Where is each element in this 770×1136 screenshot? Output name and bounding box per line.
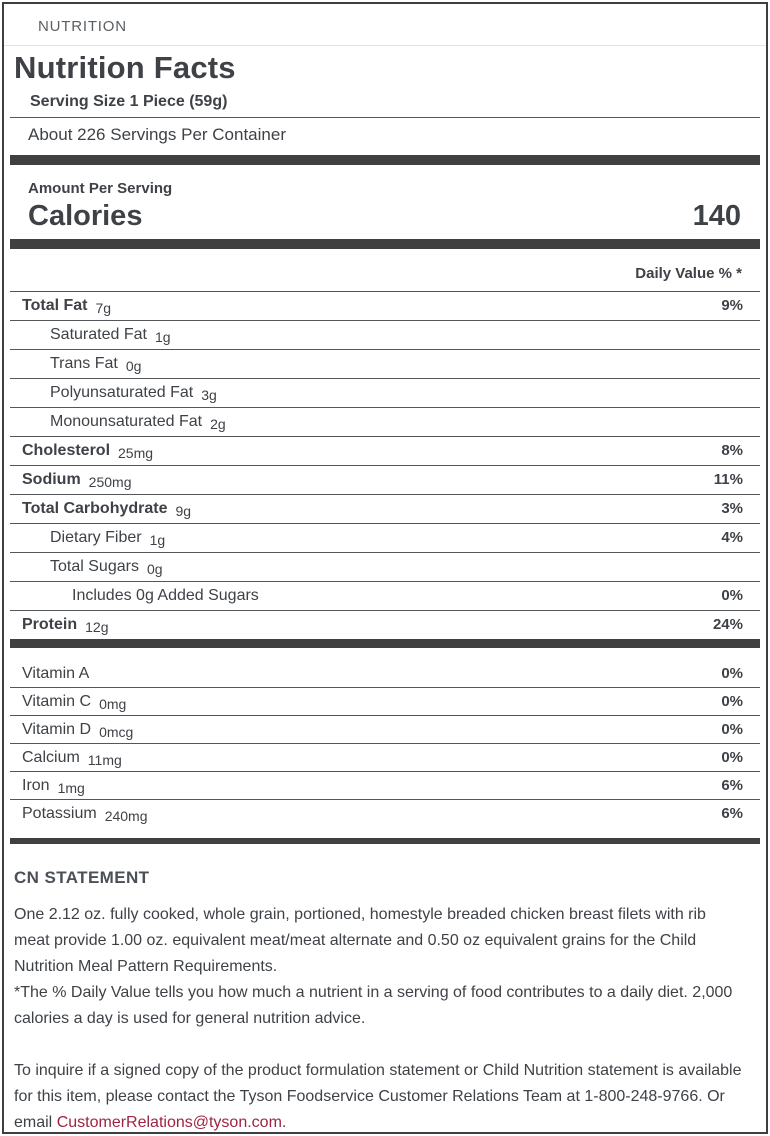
nutrient-dv: 4% — [721, 529, 743, 546]
nutrient-name: Sodium — [22, 471, 81, 488]
micronutrient-row-calcium: Calcium 11mg 0% — [10, 744, 760, 772]
contact-paragraph: To inquire if a signed copy of the produ… — [14, 1058, 744, 1132]
nutrient-row-trans-fat: Trans Fat 0g — [10, 349, 760, 378]
nutrient-amount: 25mg — [118, 445, 154, 461]
nutrient-name: Trans Fat — [50, 355, 118, 372]
nutrient-row-total-sugars: Total Sugars 0g — [10, 552, 760, 581]
nutrient-name: Potassium — [22, 805, 97, 822]
nutrient-dv: 0% — [721, 721, 743, 738]
nutrient-amount: 1mg — [57, 780, 85, 796]
nutrient-dv: 0% — [721, 665, 743, 682]
nutrient-row-total-fat: Total Fat 7g 9% — [10, 291, 760, 320]
nutrient-name: Protein — [22, 616, 78, 633]
nutrient-name: Vitamin A — [22, 665, 90, 682]
nutrient-amount: 0mcg — [99, 724, 134, 740]
nutrient-table: Total Fat 7g 9% Saturated Fat 1g Trans F… — [10, 291, 760, 639]
nutrient-name: Iron — [22, 777, 50, 794]
nutrient-name: Polyunsaturated Fat — [50, 384, 194, 401]
micronutrient-row-vitamin-d: Vitamin D 0mcg 0% — [10, 716, 760, 744]
nutrient-row-cholesterol: Cholesterol 25mg 8% — [10, 436, 760, 465]
divider-bar — [10, 838, 760, 844]
nutrient-row-saturated-fat: Saturated Fat 1g — [10, 320, 760, 349]
nutrient-dv: 6% — [721, 777, 743, 794]
nutrient-row-protein: Protein 12g 24% — [10, 610, 760, 639]
nutrient-amount: 240mg — [104, 808, 148, 824]
nutrient-name: Saturated Fat — [50, 326, 147, 343]
nutrient-name: Vitamin D — [22, 721, 92, 738]
nutrient-name: Dietary Fiber — [50, 529, 142, 546]
cn-statement-section: CN STATEMENT One 2.12 oz. fully cooked, … — [4, 844, 766, 1132]
nutrient-row-added-sugars: Includes 0g Added Sugars 0% — [10, 581, 760, 610]
micronutrient-row-vitamin-a: Vitamin A 0% — [10, 660, 760, 688]
daily-value-header: Daily Value % * — [635, 265, 742, 282]
servings-per-container: About 226 Servings Per Container — [28, 125, 286, 144]
nutrient-amount: 7g — [95, 300, 112, 316]
nutrient-dv: 6% — [721, 805, 743, 822]
nutrient-amount: 11mg — [87, 752, 122, 768]
nutrient-amount: 1g — [149, 532, 166, 548]
calories-label: Calories — [28, 200, 143, 232]
nutrient-name: Total Sugars — [50, 558, 139, 575]
contact-text-suffix: . — [281, 1114, 287, 1131]
nutrient-row-sodium: Sodium 250mg 11% — [10, 465, 760, 494]
nutrient-name: Cholesterol — [22, 442, 111, 459]
nutrient-row-monounsaturated-fat: Monounsaturated Fat 2g — [10, 407, 760, 436]
section-tag: NUTRITION — [4, 4, 766, 46]
cn-statement-body: One 2.12 oz. fully cooked, whole grain, … — [14, 906, 706, 975]
customer-relations-email-link[interactable]: CustomerRelations@tyson.com — [56, 1114, 282, 1131]
nutrient-dv: 24% — [712, 616, 743, 633]
spacer — [4, 828, 766, 838]
nutrient-amount: 1g — [154, 329, 171, 345]
contact-text: To inquire if a signed copy of the produ… — [14, 1062, 742, 1131]
nutrient-name: Total Fat — [22, 297, 88, 314]
nutrient-amount: 250mg — [88, 474, 132, 490]
nutrient-name: Vitamin C — [22, 693, 92, 710]
daily-value-footnote: *The % Daily Value tells you how much a … — [14, 984, 733, 1027]
nutrient-row-polyunsaturated-fat: Polyunsaturated Fat 3g — [10, 378, 760, 407]
divider-bar — [10, 155, 760, 165]
nutrient-dv: 0% — [721, 693, 743, 710]
cn-statement-heading: CN STATEMENT — [14, 868, 150, 887]
micronutrient-row-iron: Iron 1mg 6% — [10, 772, 760, 800]
calories-value: 140 — [692, 200, 741, 232]
amount-per-serving-label: Amount Per Serving — [28, 180, 173, 197]
micronutrient-table: Vitamin A 0% Vitamin C 0mg 0% Vitamin D … — [10, 660, 760, 828]
nutrient-row-total-carbohydrate: Total Carbohydrate 9g 3% — [10, 494, 760, 523]
nutrient-amount: 2g — [210, 416, 226, 432]
nutrient-amount: 0g — [125, 358, 142, 374]
page-title: Nutrition Facts — [14, 50, 236, 85]
nutrient-name: Total Carbohydrate — [22, 500, 168, 517]
nutrient-dv: 9% — [721, 297, 743, 314]
nutrient-dv: 3% — [721, 500, 743, 517]
nutrient-row-dietary-fiber: Dietary Fiber 1g 4% — [10, 523, 760, 552]
divider-bar — [10, 239, 760, 249]
nutrient-amount: 12g — [85, 619, 109, 635]
nutrient-name: Includes 0g Added Sugars — [72, 587, 259, 604]
nutrient-amount: 0mg — [99, 696, 127, 712]
nutrient-dv: 0% — [721, 749, 743, 766]
micronutrient-row-vitamin-c: Vitamin C 0mg 0% — [10, 688, 760, 716]
divider-bar — [10, 639, 760, 648]
micronutrient-row-potassium: Potassium 240mg 6% — [10, 800, 760, 828]
nutrient-dv: 11% — [713, 471, 743, 488]
nutrient-amount: 9g — [175, 503, 192, 519]
nutrient-dv: 0% — [721, 587, 743, 604]
nutrient-amount: 0g — [146, 561, 163, 577]
nutrient-name: Calcium — [22, 749, 80, 766]
nutrient-amount: 3g — [201, 387, 217, 403]
calories-row: Calories 140 — [4, 197, 766, 239]
serving-size: Serving Size 1 Piece (59g) — [10, 86, 760, 118]
nutrient-name: Monounsaturated Fat — [50, 413, 203, 430]
nutrient-dv: 8% — [721, 442, 743, 459]
